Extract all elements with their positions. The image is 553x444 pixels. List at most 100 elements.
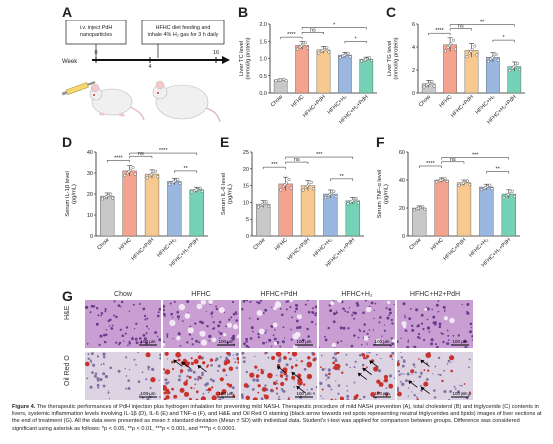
- nucleus: [391, 358, 394, 360]
- nucleus: [178, 318, 180, 321]
- nucleus: [216, 369, 219, 372]
- lipid-droplet: [202, 361, 206, 365]
- nucleus: [463, 339, 467, 343]
- data-point: [321, 48, 325, 52]
- lipid-droplet: [195, 390, 199, 394]
- scale-bar-label: 100 μm: [296, 391, 311, 396]
- arrow-head: [173, 359, 178, 364]
- nucleus: [145, 332, 148, 335]
- nucleus: [128, 310, 131, 312]
- lipid-droplet: [383, 374, 388, 380]
- nucleus: [349, 366, 351, 369]
- data-point: [443, 177, 447, 181]
- nucleus: [105, 333, 108, 336]
- nucleus: [115, 341, 118, 344]
- lipid-droplet: [236, 357, 239, 361]
- nucleus: [383, 324, 385, 326]
- lipid-droplet: [145, 352, 151, 358]
- data-point: [354, 197, 358, 201]
- nucleus: [169, 302, 172, 305]
- nucleus: [107, 390, 109, 392]
- nucleus: [393, 303, 395, 306]
- nucleus: [453, 385, 456, 388]
- nucleus: [110, 327, 114, 330]
- nucleus: [324, 373, 328, 377]
- nucleus: [426, 318, 429, 321]
- data-point: [432, 84, 436, 88]
- nucleus: [262, 312, 265, 314]
- nucleus: [364, 300, 367, 302]
- y-tick-label: 0: [412, 91, 415, 97]
- sig-label: ****: [426, 161, 435, 167]
- y-tick-label: 2: [412, 68, 415, 74]
- nucleus: [359, 330, 362, 332]
- nucleus: [370, 301, 374, 305]
- bar: [144, 173, 160, 237]
- lipid-droplet: [194, 383, 196, 386]
- data-point: [317, 51, 321, 55]
- nucleus: [231, 337, 235, 341]
- lipid-droplet: [361, 353, 366, 357]
- nucleus: [107, 319, 111, 323]
- nucleus: [407, 340, 410, 343]
- y-tick-label: 20: [399, 206, 405, 212]
- nucleus: [285, 363, 289, 367]
- nucleus: [232, 312, 236, 316]
- lipid-droplet: [254, 365, 258, 369]
- nucleus: [413, 394, 416, 397]
- nucleus: [388, 393, 391, 396]
- nucleus: [388, 314, 391, 317]
- nucleus: [242, 300, 246, 303]
- nucleus: [296, 359, 298, 361]
- nucleus: [254, 355, 256, 358]
- category-label: HFHC: [290, 94, 305, 109]
- nucleus: [306, 300, 309, 302]
- nucleus: [102, 372, 106, 376]
- lipid-droplet: [260, 368, 263, 372]
- arrow-head: [420, 386, 425, 391]
- nucleus: [315, 312, 317, 315]
- nucleus: [357, 336, 360, 339]
- category-label: HFHC+H₂: [156, 237, 178, 259]
- sig-label: ****: [159, 148, 168, 154]
- lipid-droplet: [257, 391, 260, 394]
- data-point: [346, 202, 350, 206]
- nucleus: [406, 346, 410, 348]
- nucleus: [94, 372, 98, 375]
- lipid-droplet: [321, 388, 324, 391]
- lipid-droplet: [226, 383, 230, 386]
- arrow-head: [181, 361, 186, 366]
- nucleus: [403, 359, 405, 361]
- category-label: HFHC+H₂: [468, 237, 490, 259]
- data-point: [312, 187, 316, 191]
- nucleus: [393, 377, 395, 379]
- nucleus: [438, 322, 442, 326]
- data-point: [368, 56, 372, 60]
- nucleus: [441, 332, 444, 335]
- data-point: [123, 174, 127, 178]
- nucleus: [442, 305, 446, 309]
- nucleus: [159, 353, 161, 357]
- nucleus: [192, 370, 196, 374]
- data-point: [168, 182, 172, 186]
- nucleus: [279, 307, 282, 310]
- nucleus: [319, 395, 322, 397]
- nucleus: [89, 360, 92, 363]
- lipid-vacuole: [211, 337, 217, 343]
- nucleus: [137, 380, 141, 383]
- nucleus: [235, 366, 238, 370]
- nucleus: [420, 322, 424, 325]
- lipid-droplet: [291, 352, 298, 357]
- nucleus: [226, 341, 229, 344]
- nucleus: [291, 316, 293, 319]
- nucleus: [454, 388, 457, 390]
- nucleus: [241, 308, 244, 311]
- nucleus: [118, 343, 120, 346]
- lipid-droplet: [307, 356, 311, 360]
- nucleus: [452, 334, 455, 337]
- nucleus: [256, 378, 260, 382]
- nucleus: [293, 380, 295, 382]
- data-point: [494, 52, 498, 56]
- lipid-droplet: [463, 383, 466, 385]
- nucleus: [432, 373, 434, 375]
